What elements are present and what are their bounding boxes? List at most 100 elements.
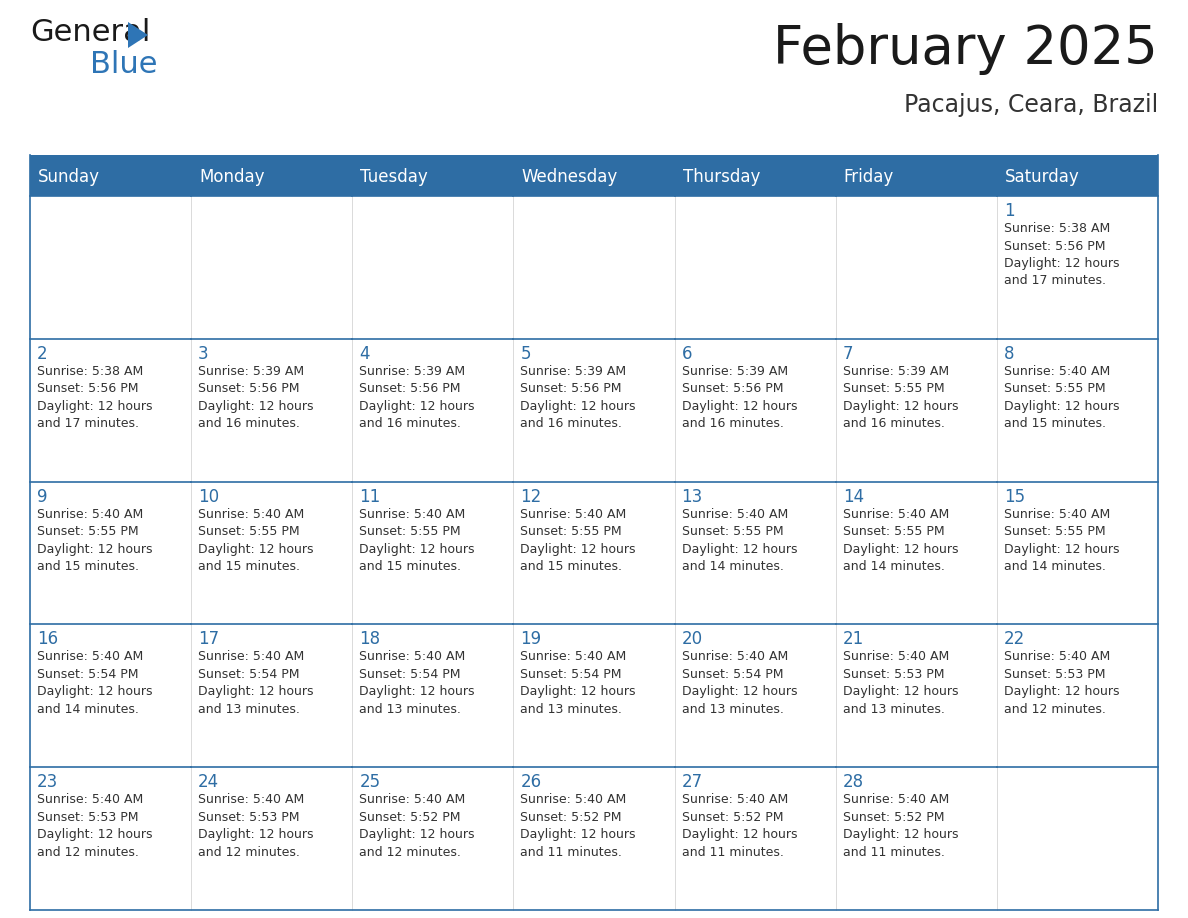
Polygon shape [128,22,148,48]
Bar [191,624,353,767]
Bar [191,339,353,482]
Bar [353,767,513,910]
Text: Sunrise: 5:40 AM
Sunset: 5:55 PM
Daylight: 12 hours
and 15 minutes.: Sunrise: 5:40 AM Sunset: 5:55 PM Dayligh… [1004,364,1119,431]
Text: Sunrise: 5:40 AM
Sunset: 5:54 PM
Daylight: 12 hours
and 13 minutes.: Sunrise: 5:40 AM Sunset: 5:54 PM Dayligh… [520,650,636,716]
Text: 14: 14 [842,487,864,506]
Bar [835,767,997,910]
Text: Sunrise: 5:40 AM
Sunset: 5:53 PM
Daylight: 12 hours
and 12 minutes.: Sunrise: 5:40 AM Sunset: 5:53 PM Dayligh… [1004,650,1119,716]
Text: Sunrise: 5:39 AM
Sunset: 5:56 PM
Daylight: 12 hours
and 16 minutes.: Sunrise: 5:39 AM Sunset: 5:56 PM Dayligh… [682,364,797,431]
Text: Thursday: Thursday [683,169,760,186]
Bar [513,482,675,624]
Bar [675,767,835,910]
Text: Sunrise: 5:39 AM
Sunset: 5:56 PM
Daylight: 12 hours
and 16 minutes.: Sunrise: 5:39 AM Sunset: 5:56 PM Dayligh… [198,364,314,431]
Bar [30,482,191,624]
Bar [835,482,997,624]
Bar [675,159,835,196]
Bar [30,339,191,482]
Text: 10: 10 [198,487,220,506]
Bar [191,767,353,910]
Text: Sunrise: 5:38 AM
Sunset: 5:56 PM
Daylight: 12 hours
and 17 minutes.: Sunrise: 5:38 AM Sunset: 5:56 PM Dayligh… [1004,222,1119,287]
Bar [997,159,1158,196]
Bar [997,196,1158,339]
Bar [675,482,835,624]
Bar [835,339,997,482]
Text: Sunrise: 5:40 AM
Sunset: 5:53 PM
Daylight: 12 hours
and 13 minutes.: Sunrise: 5:40 AM Sunset: 5:53 PM Dayligh… [842,650,959,716]
Bar [513,196,675,339]
Text: 23: 23 [37,773,58,791]
Bar [30,767,191,910]
Text: 9: 9 [37,487,48,506]
Text: Sunrise: 5:40 AM
Sunset: 5:55 PM
Daylight: 12 hours
and 15 minutes.: Sunrise: 5:40 AM Sunset: 5:55 PM Dayligh… [37,508,152,573]
Text: Sunrise: 5:40 AM
Sunset: 5:54 PM
Daylight: 12 hours
and 13 minutes.: Sunrise: 5:40 AM Sunset: 5:54 PM Dayligh… [198,650,314,716]
Text: Sunrise: 5:40 AM
Sunset: 5:54 PM
Daylight: 12 hours
and 13 minutes.: Sunrise: 5:40 AM Sunset: 5:54 PM Dayligh… [682,650,797,716]
Text: 4: 4 [359,345,369,363]
Text: 25: 25 [359,773,380,791]
Bar [675,624,835,767]
Bar [353,624,513,767]
Bar [353,159,513,196]
Text: Sunrise: 5:40 AM
Sunset: 5:53 PM
Daylight: 12 hours
and 12 minutes.: Sunrise: 5:40 AM Sunset: 5:53 PM Dayligh… [198,793,314,858]
Text: 21: 21 [842,631,864,648]
Text: Sunrise: 5:40 AM
Sunset: 5:55 PM
Daylight: 12 hours
and 14 minutes.: Sunrise: 5:40 AM Sunset: 5:55 PM Dayligh… [682,508,797,573]
Text: 7: 7 [842,345,853,363]
Text: 8: 8 [1004,345,1015,363]
Text: Sunrise: 5:40 AM
Sunset: 5:52 PM
Daylight: 12 hours
and 11 minutes.: Sunrise: 5:40 AM Sunset: 5:52 PM Dayligh… [520,793,636,858]
Text: February 2025: February 2025 [773,23,1158,75]
Text: Sunrise: 5:40 AM
Sunset: 5:52 PM
Daylight: 12 hours
and 11 minutes.: Sunrise: 5:40 AM Sunset: 5:52 PM Dayligh… [842,793,959,858]
Bar [675,196,835,339]
Text: 3: 3 [198,345,209,363]
Text: Pacajus, Ceara, Brazil: Pacajus, Ceara, Brazil [904,93,1158,117]
Text: 22: 22 [1004,631,1025,648]
Bar [30,624,191,767]
Text: 13: 13 [682,487,703,506]
Text: Saturday: Saturday [1005,169,1080,186]
Bar [353,196,513,339]
Text: 27: 27 [682,773,702,791]
Bar [513,624,675,767]
Bar [191,159,353,196]
Bar [997,767,1158,910]
Text: Blue: Blue [90,50,158,79]
Text: 5: 5 [520,345,531,363]
Text: Monday: Monday [200,169,265,186]
Bar [997,624,1158,767]
Bar [835,159,997,196]
Bar [675,339,835,482]
Bar [835,624,997,767]
Text: Sunrise: 5:38 AM
Sunset: 5:56 PM
Daylight: 12 hours
and 17 minutes.: Sunrise: 5:38 AM Sunset: 5:56 PM Dayligh… [37,364,152,431]
Bar [353,482,513,624]
Bar [997,482,1158,624]
Text: Sunrise: 5:39 AM
Sunset: 5:55 PM
Daylight: 12 hours
and 16 minutes.: Sunrise: 5:39 AM Sunset: 5:55 PM Dayligh… [842,364,959,431]
Text: 26: 26 [520,773,542,791]
Text: 6: 6 [682,345,693,363]
Text: 20: 20 [682,631,702,648]
Bar [513,339,675,482]
Text: 19: 19 [520,631,542,648]
Bar [353,339,513,482]
Bar [513,159,675,196]
Text: Sunrise: 5:39 AM
Sunset: 5:56 PM
Daylight: 12 hours
and 16 minutes.: Sunrise: 5:39 AM Sunset: 5:56 PM Dayligh… [520,364,636,431]
Bar [513,767,675,910]
Text: Sunrise: 5:40 AM
Sunset: 5:55 PM
Daylight: 12 hours
and 14 minutes.: Sunrise: 5:40 AM Sunset: 5:55 PM Dayligh… [1004,508,1119,573]
Text: Sunday: Sunday [38,169,100,186]
Bar [30,196,191,339]
Bar [191,482,353,624]
Text: 24: 24 [198,773,220,791]
Text: 15: 15 [1004,487,1025,506]
Text: 11: 11 [359,487,380,506]
Text: Sunrise: 5:40 AM
Sunset: 5:54 PM
Daylight: 12 hours
and 14 minutes.: Sunrise: 5:40 AM Sunset: 5:54 PM Dayligh… [37,650,152,716]
Text: Sunrise: 5:40 AM
Sunset: 5:55 PM
Daylight: 12 hours
and 15 minutes.: Sunrise: 5:40 AM Sunset: 5:55 PM Dayligh… [359,508,475,573]
Text: Sunrise: 5:40 AM
Sunset: 5:55 PM
Daylight: 12 hours
and 15 minutes.: Sunrise: 5:40 AM Sunset: 5:55 PM Dayligh… [520,508,636,573]
Text: Sunrise: 5:39 AM
Sunset: 5:56 PM
Daylight: 12 hours
and 16 minutes.: Sunrise: 5:39 AM Sunset: 5:56 PM Dayligh… [359,364,475,431]
Text: Sunrise: 5:40 AM
Sunset: 5:52 PM
Daylight: 12 hours
and 12 minutes.: Sunrise: 5:40 AM Sunset: 5:52 PM Dayligh… [359,793,475,858]
Text: 16: 16 [37,631,58,648]
Bar [835,196,997,339]
Text: Sunrise: 5:40 AM
Sunset: 5:55 PM
Daylight: 12 hours
and 14 minutes.: Sunrise: 5:40 AM Sunset: 5:55 PM Dayligh… [842,508,959,573]
Text: Sunrise: 5:40 AM
Sunset: 5:53 PM
Daylight: 12 hours
and 12 minutes.: Sunrise: 5:40 AM Sunset: 5:53 PM Dayligh… [37,793,152,858]
Bar [30,159,191,196]
Text: 2: 2 [37,345,48,363]
Text: Tuesday: Tuesday [360,169,428,186]
Text: 1: 1 [1004,202,1015,220]
Text: General: General [30,18,151,47]
Text: 18: 18 [359,631,380,648]
